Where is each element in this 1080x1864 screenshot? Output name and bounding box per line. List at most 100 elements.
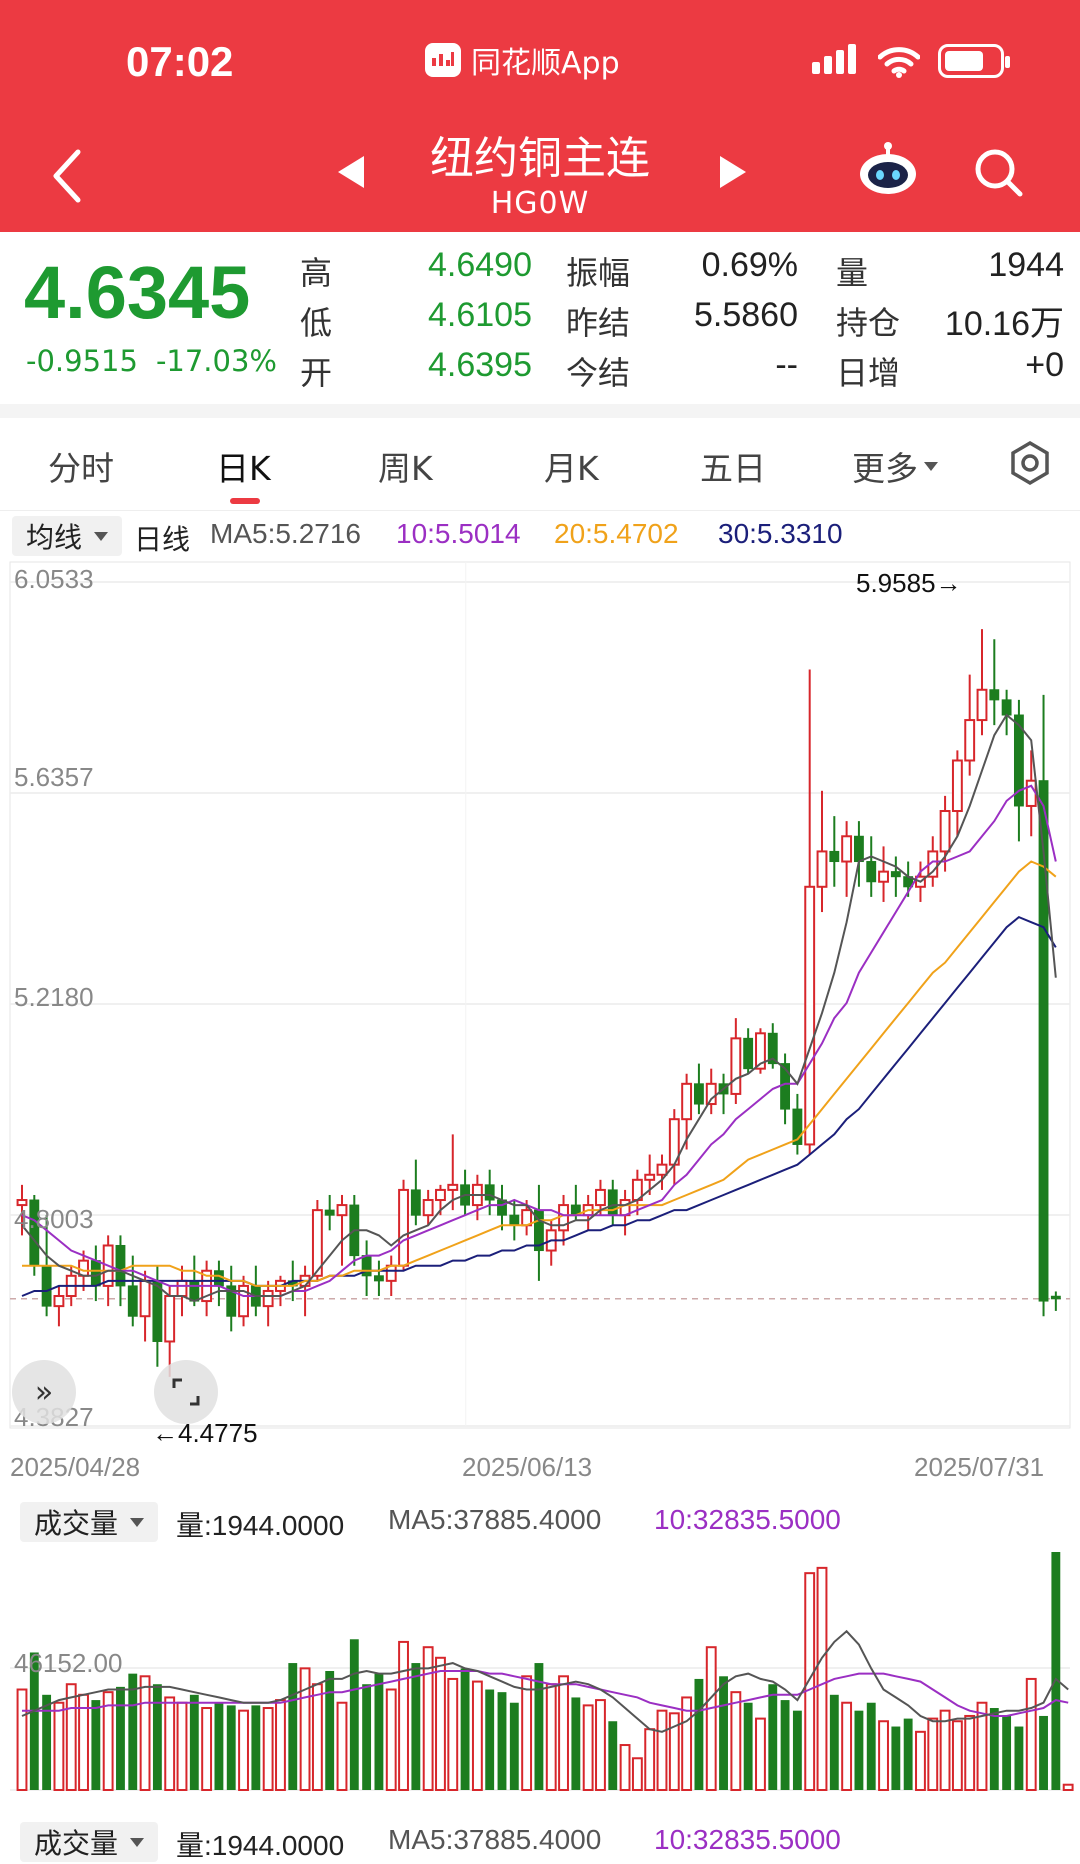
next-contract-icon[interactable] xyxy=(720,156,746,188)
candle-body xyxy=(693,1083,704,1105)
volume-bar xyxy=(656,1709,668,1792)
volume-bar xyxy=(509,1702,519,1790)
prev-settle-label: 昨结 xyxy=(566,304,631,342)
period-label: 日线 xyxy=(134,524,191,555)
high-value: 4.6490 xyxy=(428,246,532,284)
volume-bar xyxy=(915,1730,926,1791)
period-low-annotation: ←4.4775 xyxy=(152,1418,258,1448)
volume-bar xyxy=(755,1717,766,1792)
volume-bar xyxy=(102,1691,114,1791)
prev-contract-icon[interactable] xyxy=(338,156,364,188)
tab-weekly-k[interactable]: 周K xyxy=(378,449,433,488)
chevron-down-icon xyxy=(130,1517,145,1527)
volume-bar xyxy=(792,1710,802,1790)
battery-icon xyxy=(938,44,1010,78)
open-interest-value: 10.16万 xyxy=(944,305,1064,343)
fullscreen-button[interactable] xyxy=(154,1360,218,1424)
change-percent: -17.03% xyxy=(155,344,277,378)
chart-frame xyxy=(9,561,1071,1429)
tab-daily-k[interactable]: 日K xyxy=(216,449,271,488)
tab-more[interactable]: 更多 xyxy=(852,442,938,490)
volume-bar xyxy=(571,1697,581,1790)
chevron-down-icon xyxy=(924,461,938,471)
volume-bar xyxy=(422,1646,434,1791)
volume-bar xyxy=(951,1720,963,1791)
volume-ma10-label-2: 10:32835.5000 xyxy=(654,1824,841,1855)
volume-bar xyxy=(311,1683,323,1792)
volume-bar xyxy=(447,1677,459,1791)
indicator-selector[interactable]: 均线 xyxy=(12,516,123,556)
volume-chart[interactable] xyxy=(0,1544,1080,1810)
volume-current-label: 量:1944.0000 xyxy=(176,1510,345,1541)
back-icon[interactable] xyxy=(50,148,86,204)
volume-bar xyxy=(891,1726,901,1790)
change-value: -0.9515 xyxy=(26,344,138,378)
volume-selector-label-2: 成交量 xyxy=(34,1827,119,1860)
candle-body xyxy=(164,1295,176,1343)
volume-bar xyxy=(411,1663,421,1790)
volume-indicator-selector-2[interactable]: 成交量 xyxy=(20,1822,159,1862)
volume-bar xyxy=(644,1728,656,1792)
volume-bar xyxy=(878,1720,889,1791)
volume-bar xyxy=(854,1710,864,1790)
volume-bar xyxy=(619,1744,631,1792)
ma10-line xyxy=(21,784,1057,1297)
volume-bar xyxy=(374,1673,384,1790)
expand-sidebar-button[interactable]: » xyxy=(12,1360,76,1424)
candle-body xyxy=(509,1214,520,1226)
volume-bar xyxy=(336,1701,348,1792)
volume-indicator-selector[interactable]: 成交量 xyxy=(20,1502,159,1542)
ma30-line xyxy=(21,915,1057,1297)
volume-bar xyxy=(226,1705,236,1790)
candle-body xyxy=(152,1280,163,1342)
x-tick-label: 2025/04/28 xyxy=(10,1452,141,1482)
tab-monthly-k[interactable]: 月K xyxy=(544,449,599,488)
open-interest-label: 持仓 xyxy=(836,304,901,342)
double-chevron-right-icon: » xyxy=(34,1374,54,1410)
candle-body xyxy=(139,1279,151,1318)
period-high-annotation: 5.9585→ xyxy=(856,568,962,598)
volume-selector-label: 成交量 xyxy=(34,1507,119,1540)
candle-body xyxy=(1050,1295,1061,1300)
candle-body xyxy=(644,1173,656,1181)
candle-body xyxy=(656,1163,668,1176)
volume-value: 1944 xyxy=(988,246,1064,284)
volume-bar xyxy=(631,1757,643,1791)
candle-body xyxy=(1013,714,1024,807)
quote-panel xyxy=(0,232,1080,404)
volume-bar xyxy=(16,1688,28,1791)
candle-body xyxy=(705,1082,717,1106)
settings-icon[interactable] xyxy=(1007,440,1053,486)
candle-body xyxy=(311,1209,323,1277)
robot-assistant-icon[interactable] xyxy=(856,140,920,196)
app-label[interactable]: 同花顺App xyxy=(425,38,620,82)
volume-bar xyxy=(275,1699,286,1791)
volume-ma5-line xyxy=(21,1629,1069,1733)
volume-bar xyxy=(189,1694,199,1790)
volume-bar xyxy=(214,1702,224,1790)
candle-body xyxy=(989,689,1000,701)
volume-bar xyxy=(398,1640,409,1791)
volume-bar xyxy=(128,1673,138,1790)
volume-bar xyxy=(78,1693,89,1791)
candle-body xyxy=(804,885,816,1146)
candle-body xyxy=(53,1295,65,1308)
candle-body xyxy=(127,1285,138,1317)
search-icon[interactable] xyxy=(972,146,1024,198)
tab-intraday[interactable]: 分时 xyxy=(48,449,114,488)
volume-bar xyxy=(53,1701,65,1792)
candle-body xyxy=(447,1183,459,1191)
volume-bar xyxy=(1039,1715,1048,1790)
volume-bar xyxy=(927,1717,939,1792)
candle-body xyxy=(767,1032,778,1065)
volume-bar xyxy=(1051,1552,1061,1790)
volume-ma10-line xyxy=(22,1670,1069,1717)
tab-five-day[interactable]: 五日 xyxy=(700,449,766,488)
candle-body xyxy=(681,1082,693,1121)
volume-bar xyxy=(176,1701,188,1792)
volume-bar xyxy=(534,1663,544,1790)
volume-bar xyxy=(325,1671,335,1790)
candlestick-chart[interactable] xyxy=(0,560,1080,1450)
chevron-down-icon xyxy=(130,1837,145,1847)
candle-body xyxy=(1025,779,1037,807)
